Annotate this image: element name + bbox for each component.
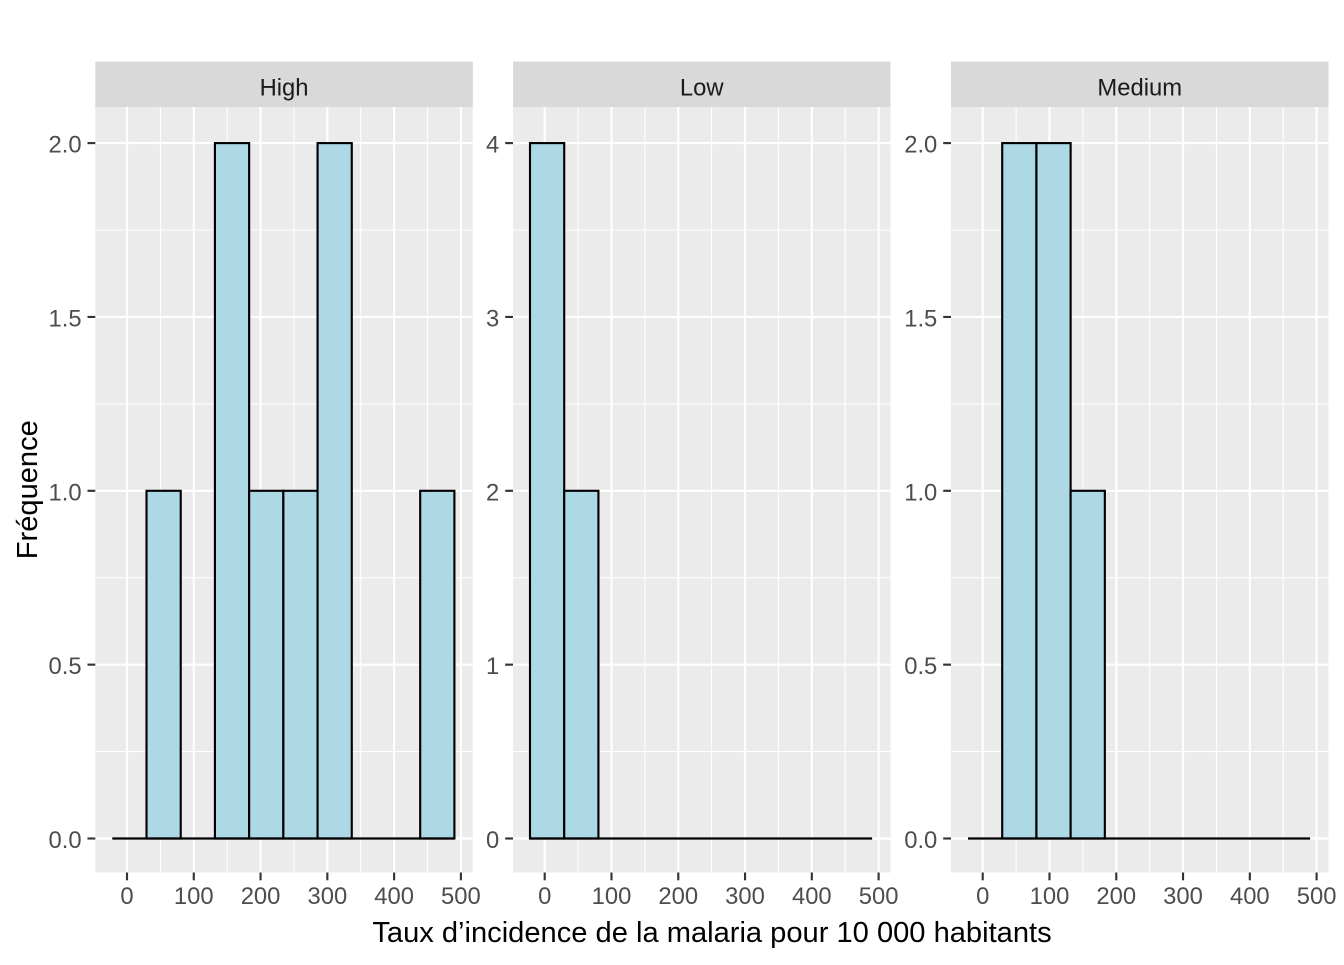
svg-text:Taux d’incidence de la malaria: Taux d’incidence de la malaria pour 10 0… <box>372 917 1051 949</box>
svg-text:500: 500 <box>859 883 899 910</box>
svg-text:0.5: 0.5 <box>49 653 82 680</box>
svg-text:Fréquence: Fréquence <box>12 420 44 559</box>
svg-text:High: High <box>260 74 309 101</box>
svg-text:0.0: 0.0 <box>49 827 82 854</box>
svg-text:0.5: 0.5 <box>904 653 937 680</box>
svg-text:2: 2 <box>486 479 499 506</box>
svg-text:100: 100 <box>592 883 632 910</box>
svg-text:4: 4 <box>486 132 499 159</box>
svg-text:500: 500 <box>441 883 481 910</box>
svg-text:3: 3 <box>486 305 499 332</box>
svg-text:1.0: 1.0 <box>904 479 937 506</box>
svg-text:1.0: 1.0 <box>49 479 82 506</box>
svg-text:Medium: Medium <box>1097 74 1182 101</box>
svg-text:0: 0 <box>976 883 989 910</box>
svg-text:2.0: 2.0 <box>904 132 937 159</box>
svg-text:2.0: 2.0 <box>49 132 82 159</box>
svg-text:1: 1 <box>486 653 499 680</box>
svg-text:200: 200 <box>1096 883 1136 910</box>
svg-text:400: 400 <box>1230 883 1270 910</box>
svg-text:400: 400 <box>374 883 414 910</box>
svg-text:200: 200 <box>658 883 698 910</box>
svg-text:400: 400 <box>792 883 832 910</box>
svg-text:0.0: 0.0 <box>904 827 937 854</box>
svg-text:200: 200 <box>241 883 281 910</box>
svg-text:1.5: 1.5 <box>904 305 937 332</box>
svg-text:0: 0 <box>120 883 133 910</box>
svg-text:0: 0 <box>486 827 499 854</box>
svg-text:0: 0 <box>538 883 551 910</box>
svg-text:100: 100 <box>1030 883 1070 910</box>
svg-text:300: 300 <box>725 883 765 910</box>
svg-text:500: 500 <box>1297 883 1337 910</box>
svg-text:100: 100 <box>174 883 214 910</box>
svg-text:300: 300 <box>1163 883 1203 910</box>
svg-text:1.5: 1.5 <box>49 305 82 332</box>
svg-text:300: 300 <box>307 883 347 910</box>
svg-text:Low: Low <box>680 74 724 101</box>
